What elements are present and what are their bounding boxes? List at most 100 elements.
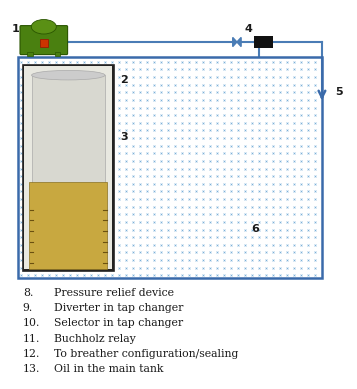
Point [151,135,157,141]
Point [277,158,283,164]
Point [221,67,227,73]
Point [25,59,31,65]
Point [284,105,290,111]
Point [214,219,220,225]
Point [214,89,220,95]
Point [53,89,59,95]
Point [242,165,248,172]
Point [158,219,164,225]
Point [256,211,262,217]
Point [165,97,171,103]
Point [60,89,66,95]
Point [249,242,255,248]
Point [46,219,52,225]
Point [235,112,241,118]
Point [123,173,129,179]
Point [39,127,45,133]
Point [95,127,101,133]
Point [186,120,192,126]
Point [109,265,115,271]
Point [186,242,192,248]
Point [95,135,101,141]
Point [25,150,31,156]
Point [158,97,164,103]
Point [25,105,31,111]
Point [18,249,24,256]
Point [74,173,80,179]
Point [249,74,255,80]
Point [277,143,283,149]
Point [158,127,164,133]
Point [130,257,136,263]
Point [235,219,241,225]
Point [242,211,248,217]
Point [165,120,171,126]
Point [263,82,269,88]
Point [39,196,45,202]
Point [186,135,192,141]
Point [123,234,129,240]
Point [102,257,108,263]
Point [221,272,227,279]
Point [137,89,143,95]
Point [151,265,157,271]
Point [88,211,94,217]
Point [102,181,108,187]
Point [81,211,87,217]
Point [46,257,52,263]
Point [39,272,45,279]
Point [144,234,150,240]
Point [186,89,192,95]
Point [179,120,185,126]
Point [256,173,262,179]
Point [312,82,318,88]
Point [200,74,206,80]
Point [158,211,164,217]
Point [249,150,255,156]
Point [32,105,38,111]
Point [165,135,171,141]
Point [284,135,290,141]
Point [158,135,164,141]
Point [74,211,80,217]
Point [193,150,199,156]
Point [172,211,178,217]
Point [228,165,234,172]
Point [277,105,283,111]
Point [200,59,206,65]
Point [144,120,150,126]
Point [151,127,157,133]
Point [305,242,311,248]
Point [158,257,164,263]
Point [200,272,206,279]
Point [242,105,248,111]
Point [18,143,24,149]
Point [249,234,255,240]
Point [25,226,31,233]
Point [18,150,24,156]
Point [291,59,297,65]
Point [305,196,311,202]
Point [88,203,94,210]
Point [144,272,150,279]
Point [39,211,45,217]
Point [25,165,31,172]
Point [221,211,227,217]
Point [193,143,199,149]
Point [221,150,227,156]
Point [144,249,150,256]
Point [137,211,143,217]
Point [151,74,157,80]
Point [123,242,129,248]
Point [60,105,66,111]
Point [193,165,199,172]
Point [277,249,283,256]
Point [95,265,101,271]
Point [193,74,199,80]
Point [263,188,269,194]
Point [116,105,122,111]
Point [74,127,80,133]
Point [158,203,164,210]
Point [130,242,136,248]
Point [277,211,283,217]
